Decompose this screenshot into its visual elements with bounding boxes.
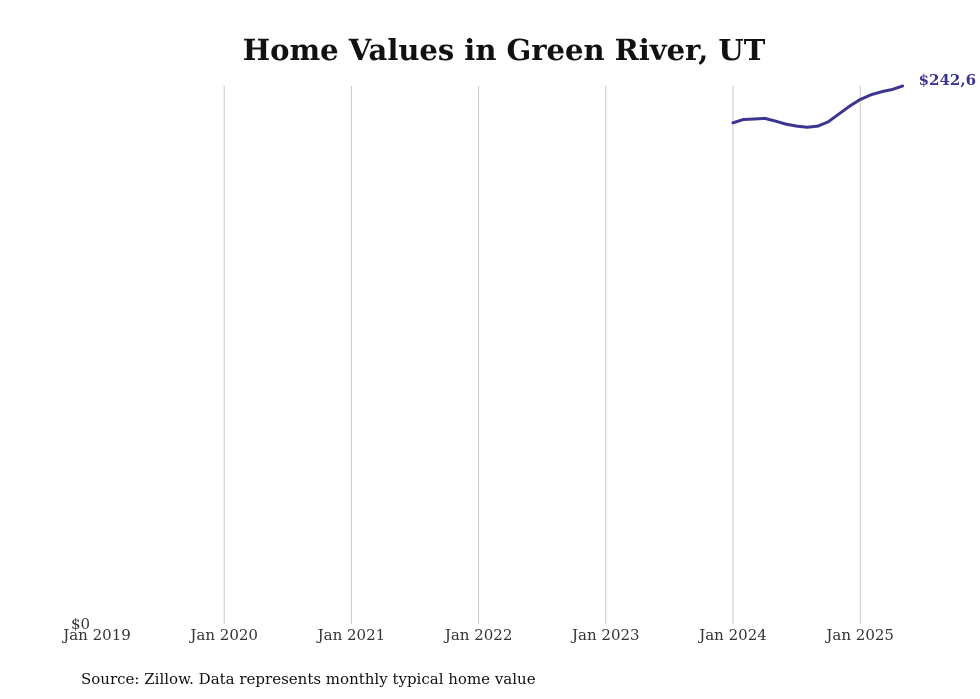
x-tick-label: Jan 2020: [188, 626, 258, 644]
source-note: Source: Zillow. Data represents monthly …: [81, 670, 536, 688]
data-point: [901, 84, 904, 88]
data-point: [859, 98, 862, 101]
axis-ticks: Jan 2019 Jan 2020 Jan 2021 Jan 2022 Jan 2023…: [61, 615, 894, 644]
data-point: [753, 117, 756, 121]
grid-lines: [223, 86, 861, 624]
data-point: [806, 126, 809, 129]
x-tick-label: Jan 2024: [697, 626, 767, 644]
data-point: [816, 124, 819, 128]
data-point: [837, 112, 841, 116]
x-tick-label: Jan 2022: [443, 626, 513, 644]
data-point: [880, 90, 883, 93]
data-point: [784, 122, 788, 126]
data-point: [774, 119, 777, 123]
y-tick-label: $0: [71, 615, 90, 633]
x-tick-label: Jan 2021: [316, 626, 386, 644]
x-tick-label: Jan 2023: [570, 626, 640, 644]
data-point: [827, 120, 830, 123]
data-point: [869, 93, 872, 97]
data-point: [763, 117, 766, 120]
x-tick-label: Jan 2019: [61, 626, 131, 644]
data-point: [890, 88, 894, 91]
series-layer: $242,6: [731, 71, 976, 129]
chart-title: Home Values in Green River, UT: [243, 33, 766, 67]
data-point: [742, 118, 745, 121]
series-end-label: $242,6: [919, 71, 976, 89]
series-line: [731, 84, 905, 129]
data-point: [731, 121, 735, 125]
data-point: [848, 104, 851, 108]
x-tick-label: Jan 2025: [824, 626, 894, 644]
data-point: [795, 124, 798, 128]
